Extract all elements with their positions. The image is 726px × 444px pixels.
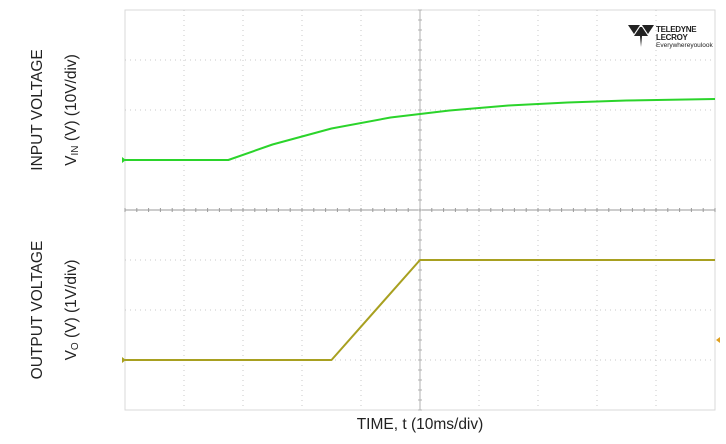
output-trace — [125, 259, 715, 361]
output-ylabel-line2: VO (V) (1V/div) — [63, 259, 81, 361]
input-trace — [125, 98, 716, 161]
brand-name: TELEDYNE LECROY — [656, 25, 697, 42]
output-ylabel-line1: OUTPUT VOLTAGE — [29, 240, 46, 380]
output-ground-marker — [122, 357, 126, 363]
teledyne-logo-icon — [628, 25, 654, 47]
brand-mark: TELEDYNE LECROY Everywhereyoulook — [656, 26, 726, 50]
input-ylabel-line1: INPUT VOLTAGE — [29, 49, 46, 171]
x-axis-label: TIME, t (10ms/div) — [356, 416, 484, 433]
brand-tagline: Everywhereyoulook — [656, 42, 713, 49]
trigger-level-marker — [716, 337, 720, 343]
grid — [124, 9, 716, 411]
input-ylabel-line2: VIN (V) (10V/div) — [63, 54, 81, 166]
traces — [122, 98, 720, 363]
input-ground-marker — [122, 157, 126, 163]
